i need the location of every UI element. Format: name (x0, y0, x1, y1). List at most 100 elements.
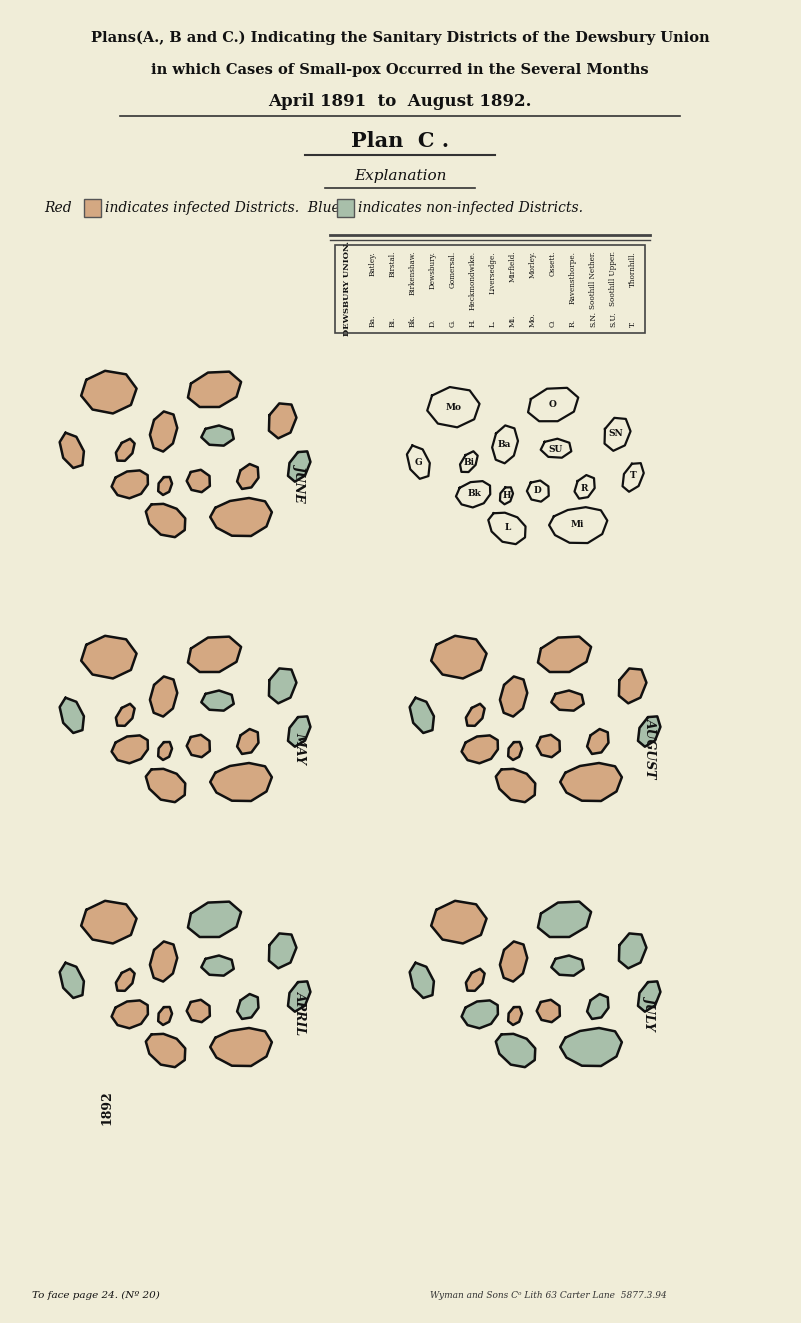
Text: Plan  C .: Plan C . (351, 131, 449, 151)
Text: DEWSBURY UNION.: DEWSBURY UNION. (343, 242, 351, 336)
Text: MAY: MAY (293, 732, 307, 763)
Polygon shape (111, 1000, 148, 1028)
Polygon shape (111, 471, 148, 499)
Text: April 1891  to  August 1892.: April 1891 to August 1892. (268, 94, 532, 111)
Text: Ossett.: Ossett. (549, 251, 557, 277)
Polygon shape (638, 716, 661, 746)
Text: JUNE: JUNE (293, 464, 307, 501)
Text: 1892: 1892 (100, 1090, 114, 1126)
Polygon shape (111, 736, 148, 763)
Polygon shape (210, 763, 272, 800)
Polygon shape (187, 470, 210, 492)
Polygon shape (59, 697, 84, 733)
Polygon shape (431, 636, 486, 679)
Polygon shape (269, 934, 296, 968)
Text: Mi.: Mi. (509, 315, 517, 327)
Polygon shape (538, 636, 591, 672)
Text: Morley.: Morley. (529, 251, 537, 278)
Text: H: H (503, 491, 511, 500)
Polygon shape (619, 934, 646, 968)
Polygon shape (466, 704, 485, 726)
Text: indicates non-infected Districts.: indicates non-infected Districts. (358, 201, 583, 216)
Polygon shape (150, 676, 177, 717)
Text: S.U.: S.U. (609, 311, 617, 327)
Text: APRIL: APRIL (293, 991, 307, 1035)
Polygon shape (574, 475, 594, 499)
Text: indicates infected Districts.  Blue: indicates infected Districts. Blue (105, 201, 340, 216)
Polygon shape (508, 742, 522, 759)
Polygon shape (537, 1000, 560, 1023)
Polygon shape (146, 504, 185, 537)
Text: Soothill Nether.: Soothill Nether. (589, 251, 597, 308)
Text: Ba: Ba (497, 439, 511, 448)
Polygon shape (59, 433, 84, 468)
Polygon shape (551, 691, 584, 710)
Polygon shape (159, 1007, 172, 1025)
Polygon shape (288, 451, 311, 482)
Polygon shape (187, 734, 210, 757)
Polygon shape (587, 994, 609, 1019)
Polygon shape (622, 463, 644, 492)
Polygon shape (201, 955, 234, 975)
Polygon shape (461, 736, 498, 763)
Polygon shape (466, 968, 485, 991)
Polygon shape (269, 404, 296, 438)
Text: Thornhill.: Thornhill. (629, 251, 637, 287)
Polygon shape (489, 513, 525, 544)
Text: O: O (549, 401, 556, 409)
Polygon shape (409, 963, 434, 998)
Polygon shape (116, 439, 135, 460)
Text: Wyman and Sons Cᵒ Lith 63 Carter Lane  5877.3.94: Wyman and Sons Cᵒ Lith 63 Carter Lane 58… (430, 1290, 666, 1299)
Text: O.: O. (549, 319, 557, 327)
Polygon shape (500, 942, 527, 982)
Polygon shape (431, 901, 486, 943)
Text: G.: G. (449, 319, 457, 327)
Polygon shape (81, 370, 136, 414)
Polygon shape (146, 1033, 185, 1068)
Polygon shape (551, 955, 584, 975)
Text: Ravensthorpe.: Ravensthorpe. (569, 251, 577, 304)
Polygon shape (159, 742, 172, 759)
Polygon shape (496, 1033, 535, 1068)
Text: AUGUST: AUGUST (643, 718, 657, 778)
Text: SU: SU (549, 445, 562, 454)
Polygon shape (508, 1007, 522, 1025)
Polygon shape (150, 411, 177, 451)
Polygon shape (560, 1028, 622, 1066)
Text: G: G (414, 458, 422, 467)
Polygon shape (237, 994, 259, 1019)
Polygon shape (461, 1000, 498, 1028)
Text: L: L (504, 524, 510, 532)
Polygon shape (500, 487, 513, 504)
Text: H.: H. (469, 318, 477, 327)
Polygon shape (460, 451, 477, 472)
Polygon shape (549, 507, 607, 542)
Text: D.: D. (429, 319, 437, 327)
Polygon shape (81, 901, 136, 943)
Text: Bi.: Bi. (389, 316, 397, 327)
Text: in which Cases of Small-pox Occurred in the Several Months: in which Cases of Small-pox Occurred in … (151, 64, 649, 77)
Text: L.: L. (489, 320, 497, 327)
Text: To face page 24. (Nº 20): To face page 24. (Nº 20) (32, 1290, 159, 1299)
Polygon shape (201, 691, 234, 710)
Text: JULY: JULY (643, 996, 657, 1029)
Polygon shape (81, 636, 136, 679)
Polygon shape (288, 982, 311, 1012)
Text: Liversedge.: Liversedge. (489, 251, 497, 294)
Polygon shape (188, 902, 241, 937)
Text: Mo.: Mo. (529, 312, 537, 327)
Polygon shape (527, 480, 549, 501)
Polygon shape (538, 902, 591, 937)
Polygon shape (237, 729, 259, 754)
Text: Red: Red (44, 201, 71, 216)
Polygon shape (537, 734, 560, 757)
Polygon shape (116, 704, 135, 726)
Polygon shape (201, 426, 234, 446)
Text: Bi: Bi (464, 458, 475, 467)
Polygon shape (237, 464, 259, 490)
Polygon shape (407, 446, 430, 479)
Text: Plans(A., B and C.) Indicating the Sanitary Districts of the Dewsbury Union: Plans(A., B and C.) Indicating the Sanit… (91, 30, 710, 45)
Polygon shape (146, 769, 185, 802)
Bar (84, 198, 101, 217)
Text: Explanation: Explanation (354, 169, 446, 183)
